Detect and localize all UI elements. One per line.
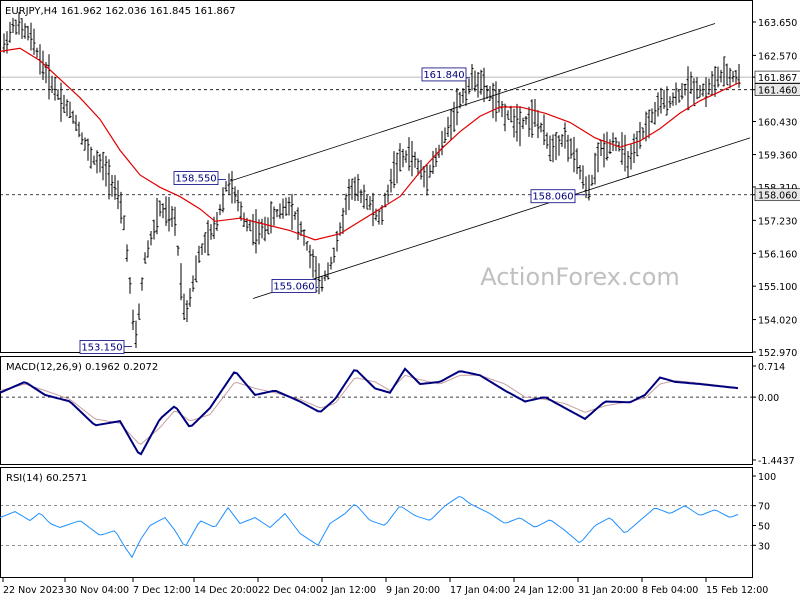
price-tick-label: 159.360 — [758, 151, 797, 162]
time-tick-label: 17 Jan 04:00 — [450, 585, 510, 596]
annotation-label: 155.060 — [273, 281, 314, 292]
price-tick-label: 156.160 — [758, 249, 797, 260]
annotation-box — [421, 67, 467, 82]
macd-panel-frame — [0, 356, 753, 465]
time-tick-label: 30 Nov 04:00 — [65, 585, 129, 596]
rsi-line — [0, 495, 739, 559]
macd-tick-label: 0.00 — [758, 393, 779, 404]
moving-average — [0, 47, 741, 241]
price-annotations: 161.840 158.550 158.060 155.060 153.150 — [79, 67, 585, 354]
annotation-label: 161.840 — [423, 70, 464, 81]
price-tick-label: 152.970 — [758, 348, 797, 359]
time-tick-label: 31 Jan 20:00 — [578, 585, 638, 596]
symbol-title: EURJPY,H4 161.962 162.036 161.845 161.86… — [5, 6, 236, 17]
price-tick-label: 154.020 — [758, 316, 797, 327]
macd-title: MACD(12,26,9) 0.1962 0.2072 — [6, 362, 158, 373]
channel-lower-line — [252, 137, 751, 299]
time-tick-label: 9 Jan 20:00 — [386, 585, 440, 596]
time-tick-label: 7 Dec 12:00 — [133, 585, 191, 596]
macd-tick-label: 0.714 — [758, 362, 785, 373]
price-tick-label: 162.570 — [758, 51, 797, 62]
price-tick-label: 158.060 — [758, 191, 797, 202]
time-tick-label: 22 Dec 04:00 — [258, 585, 322, 596]
rsi-tick-label: 30 — [758, 541, 770, 552]
price-y-axis: 163.650 162.570 161.867 161.460 160.430 159.3… — [752, 18, 800, 359]
price-tick-label: 157.230 — [758, 216, 797, 227]
rsi-tick-label: 70 — [758, 502, 770, 513]
price-tick-label: 163.650 — [758, 18, 797, 29]
rsi-panel: 100 70 50 30 — [0, 472, 776, 559]
annotation-box — [271, 279, 317, 293]
price-level-box — [754, 83, 800, 96]
price-panel-frame — [0, 0, 753, 353]
annotation-box — [79, 340, 125, 354]
time-tick-label: 15 Feb 12:00 — [706, 585, 768, 596]
annotation-label: 153.150 — [81, 342, 122, 353]
price-reference-lines — [0, 76, 752, 196]
price-tick-label: 160.430 — [758, 117, 797, 128]
macd-signal-line — [0, 374, 739, 445]
macd-tick-label: -1.4437 — [758, 456, 795, 467]
watermark: ActionForex.com — [480, 263, 680, 291]
moving-average-line — [0, 47, 741, 241]
trend-channel — [229, 23, 751, 299]
macd-panel: 0.714 0.00 -1.4437 — [0, 362, 795, 467]
price-level-box — [754, 188, 800, 202]
time-axis: 22 Nov 2023 30 Nov 04:00 7 Dec 12:00 14 Dec… — [2, 578, 768, 596]
price-bars — [2, 11, 741, 348]
rsi-title: RSI(14) 60.2571 — [6, 473, 87, 484]
rsi-tick-label: 100 — [758, 472, 776, 483]
annotation-box — [530, 189, 576, 204]
rsi-panel-frame — [0, 467, 753, 578]
rsi-tick-label: 50 — [758, 522, 770, 533]
time-tick-label: 14 Dec 20:00 — [194, 585, 258, 596]
annotation-box — [173, 171, 219, 185]
channel-upper-line — [229, 23, 716, 182]
price-tick-label: 155.100 — [758, 282, 797, 293]
macd-line — [0, 367, 739, 456]
annotation-label: 158.060 — [532, 192, 573, 203]
price-tick-label: 161.460 — [758, 86, 797, 97]
time-tick-label: 22 Nov 2023 — [3, 585, 64, 596]
time-tick-label: 8 Feb 04:00 — [642, 585, 698, 596]
annotation-label: 158.550 — [175, 174, 216, 185]
price-level-box — [754, 70, 800, 84]
price-tick-label: 161.867 — [758, 73, 797, 84]
time-tick-label: 2 Jan 12:00 — [322, 585, 376, 596]
time-tick-label: 24 Jan 12:00 — [514, 585, 574, 596]
